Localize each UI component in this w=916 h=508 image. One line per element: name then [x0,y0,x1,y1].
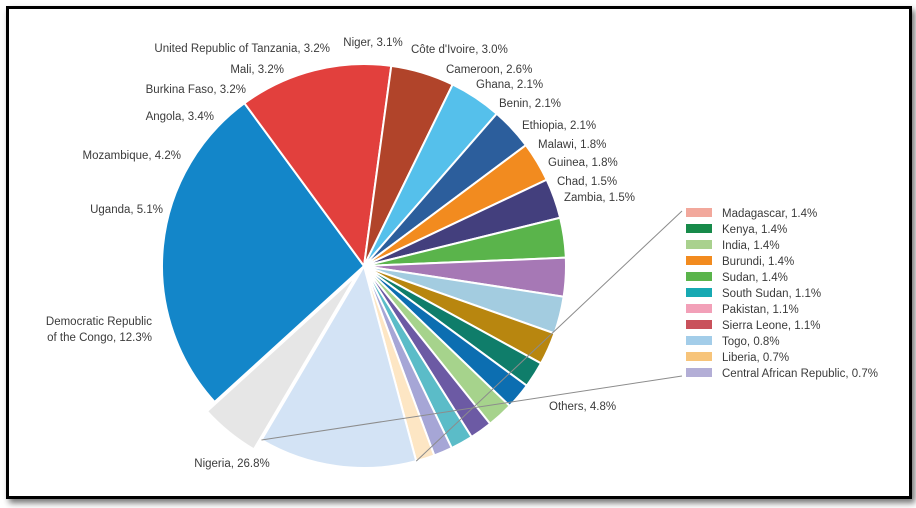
legend-entry-label: India, 1.4% [722,240,780,252]
slice-label-malawi: Malawi, 1.8% [538,139,606,151]
legend-swatch [686,336,712,345]
legend-entry-label: Kenya, 1.4% [722,224,787,236]
legend-entry-label: Sierra Leone, 1.1% [722,320,820,332]
legend-entry-label: Madagascar, 1.4% [722,208,817,220]
pie-slices [161,63,567,469]
legend-swatch [686,352,712,361]
legend-swatch [686,272,712,281]
pie-slice-others [205,274,358,451]
pie-slice-nigeria [161,101,366,404]
legend-entry-label: Burundi, 1.4% [722,256,794,268]
legend-entry-label: Togo, 0.8% [722,336,780,348]
legend-entry-label: Sudan, 1.4% [722,272,788,284]
pie-slice-others-group [260,263,418,469]
slice-label-burkina-faso: Burkina Faso, 3.2% [146,84,246,96]
pie-slice-democratic-republic-of-the-congo [243,63,393,269]
breakout-connector-line [261,375,683,441]
legend-swatch [686,208,712,217]
legend-swatch [686,256,712,265]
slice-label-ghana: Ghana, 2.1% [476,79,543,91]
legend-entry-label: South Sudan, 1.1% [722,288,821,300]
legend-swatch [686,368,712,377]
slice-label-uganda: Uganda, 5.1% [90,204,163,216]
legend-entry-label: Central African Republic, 0.7% [722,368,878,380]
legend-swatch [686,320,712,329]
legend-swatch [686,288,712,297]
legend-swatch [686,240,712,249]
slice-label-democratic-republic-of-the-congo: Democratic Republic of the Congo, 12.3% [46,316,152,344]
slice-label-c-te-d-ivoire: Côte d'Ivoire, 3.0% [411,44,508,56]
slice-label-benin: Benin, 2.1% [499,98,561,110]
slice-label-united-republic-of-tanzania: United Republic of Tanzania, 3.2% [154,43,330,55]
breakout-connector-line [415,210,683,462]
slice-label-cameroon: Cameroon, 2.6% [446,64,532,76]
slice-labels: Nigeria, 26.8% Democratic Republic of the … [46,37,635,470]
breakout-connector-lines [261,210,683,462]
slice-label-niger: Niger, 3.1% [343,37,402,49]
slice-label-mozambique: Mozambique, 4.2% [83,150,181,162]
slice-label-chad: Chad, 1.5% [557,176,617,188]
slice-label-nigeria: Nigeria, 26.8% [194,458,269,470]
slice-label-guinea: Guinea, 1.8% [548,157,618,169]
slice-label-angola: Angola, 3.4% [146,111,214,123]
legend-swatch [686,224,712,233]
legend-swatch [686,304,712,313]
slice-label-ethiopia: Ethiopia, 2.1% [522,120,596,132]
legend-entry-label: Liberia, 0.7% [722,352,789,364]
slice-label-mali: Mali, 3.2% [230,64,284,76]
slice-label-zambia: Zambia, 1.5% [564,192,635,204]
slice-label-others: Others, 4.8% [549,401,616,413]
legend-entry-label: Pakistan, 1.1% [722,304,799,316]
breakout-legend: Madagascar, 1.4% Kenya, 1.4% India, 1.4% Bu… [686,208,878,380]
